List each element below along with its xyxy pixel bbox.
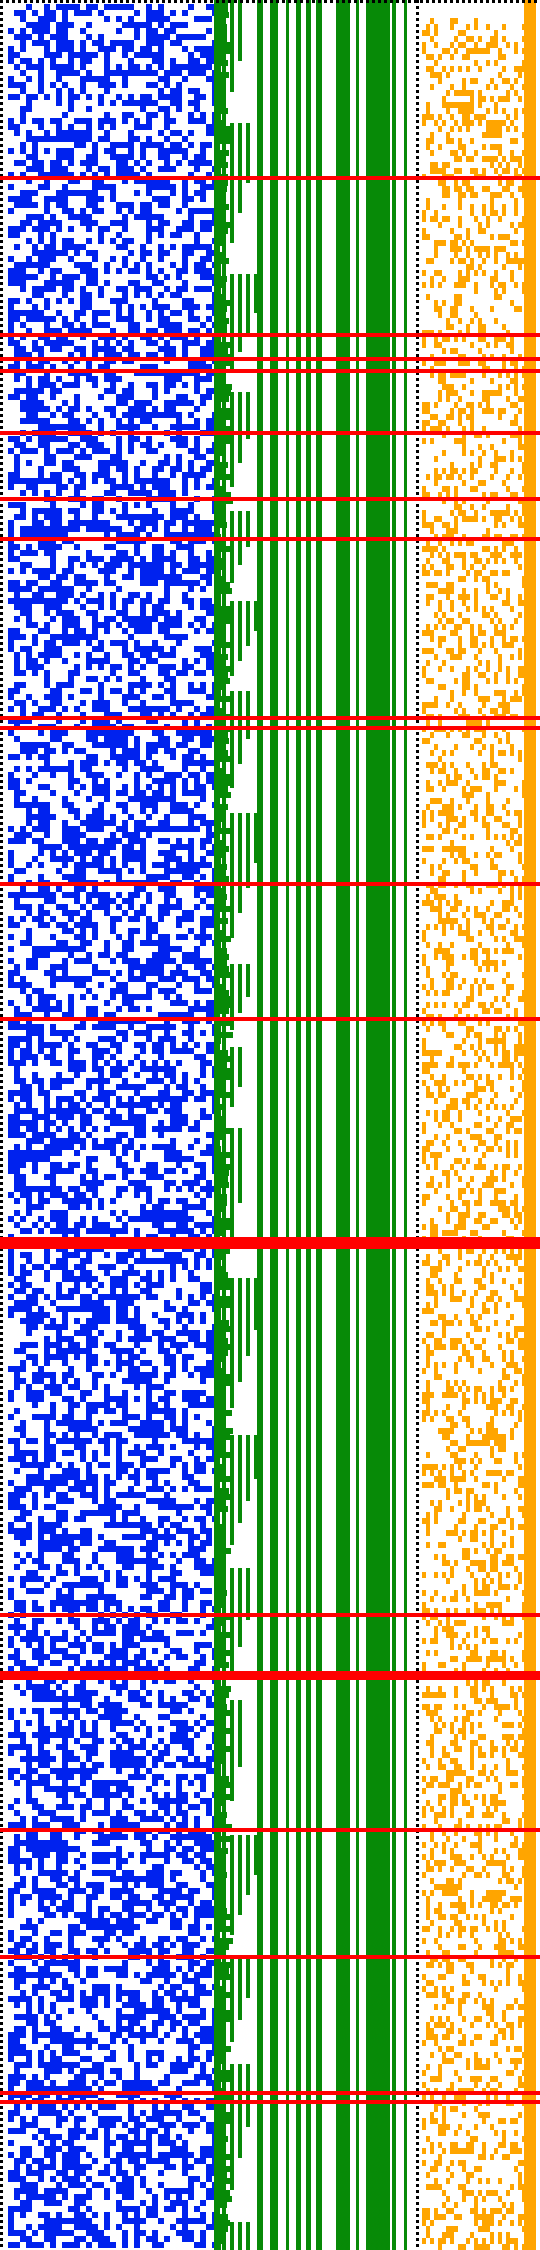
green-stripe-10 — [392, 0, 396, 2250]
red-marker-line-18 — [0, 2091, 540, 2095]
red-marker-line-4 — [0, 369, 540, 373]
blue-noise-panel — [8, 4, 218, 2248]
red-marker-line-17 — [0, 1955, 540, 1959]
green-stripe-1 — [257, 0, 263, 2250]
green-stripe-3 — [286, 0, 289, 2250]
red-marker-line-10 — [0, 882, 540, 886]
blue-noise-cells — [8, 4, 218, 2248]
red-marker-line-7 — [0, 537, 540, 541]
red-marker-line-1 — [0, 176, 540, 180]
green-stripe-9 — [366, 0, 390, 2250]
green-stripe-6 — [316, 0, 322, 2250]
red-marker-line-9 — [0, 726, 540, 730]
green-stripe-4 — [296, 0, 301, 2250]
red-marker-line-8 — [0, 716, 540, 720]
red-marker-line-13 — [0, 1245, 540, 1249]
red-marker-line-6 — [0, 497, 540, 501]
green-stripe-8 — [356, 0, 359, 2250]
green-stripe-7 — [336, 0, 350, 2250]
red-marker-line-3 — [0, 357, 540, 361]
green-stripe-11 — [404, 0, 407, 2250]
green-staircase-cells — [214, 0, 258, 2250]
orange-noise-cells — [422, 18, 526, 2250]
green-stripe-5 — [306, 0, 311, 2250]
red-marker-lines — [0, 176, 540, 2104]
red-marker-line-15 — [0, 1671, 540, 1679]
red-marker-line-12 — [0, 1237, 540, 1245]
red-marker-line-19 — [0, 2100, 540, 2104]
green-staircase-panel — [214, 0, 407, 2250]
green-stripe-2 — [270, 0, 278, 2250]
orange-edge-bar — [524, 0, 536, 2250]
red-marker-line-14 — [0, 1613, 540, 1617]
red-marker-line-20 — [0, 1676, 540, 1680]
red-marker-line-5 — [0, 431, 540, 435]
orange-noise-panel — [422, 0, 536, 2250]
red-marker-line-2 — [0, 333, 540, 337]
red-marker-line-11 — [0, 1017, 540, 1021]
red-marker-line-16 — [0, 1828, 540, 1832]
